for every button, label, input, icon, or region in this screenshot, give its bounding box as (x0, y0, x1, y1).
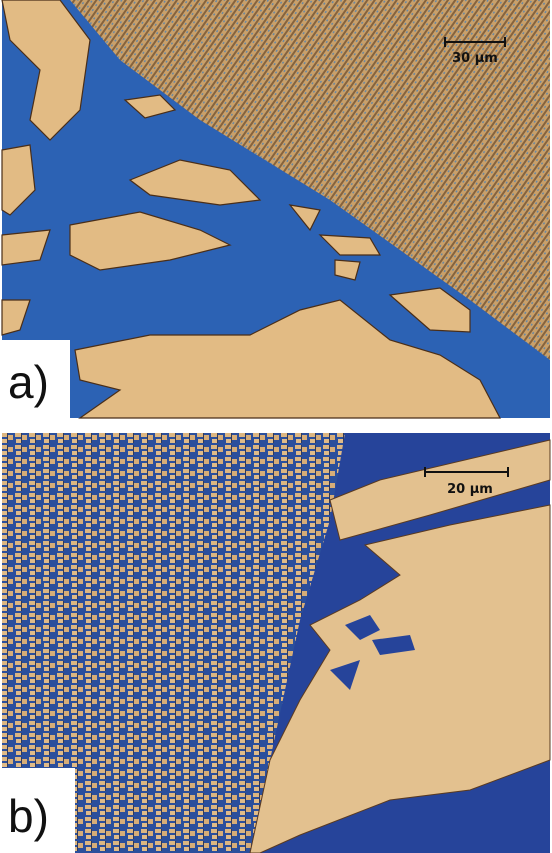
figure: a) 30 μm b) 20 μm (0, 0, 552, 853)
scale-bar-label: 20 μm (447, 482, 493, 497)
scale-bar-label: 30 μm (452, 51, 498, 66)
panel-b: b) 20 μm (0, 433, 550, 853)
panel-label: a) (8, 356, 49, 408)
page: a) 30 μm b) 20 μm (() => { const data = … (0, 0, 552, 853)
panel-a: a) 30 μm (0, 0, 550, 418)
panel-label: b) (8, 790, 49, 842)
